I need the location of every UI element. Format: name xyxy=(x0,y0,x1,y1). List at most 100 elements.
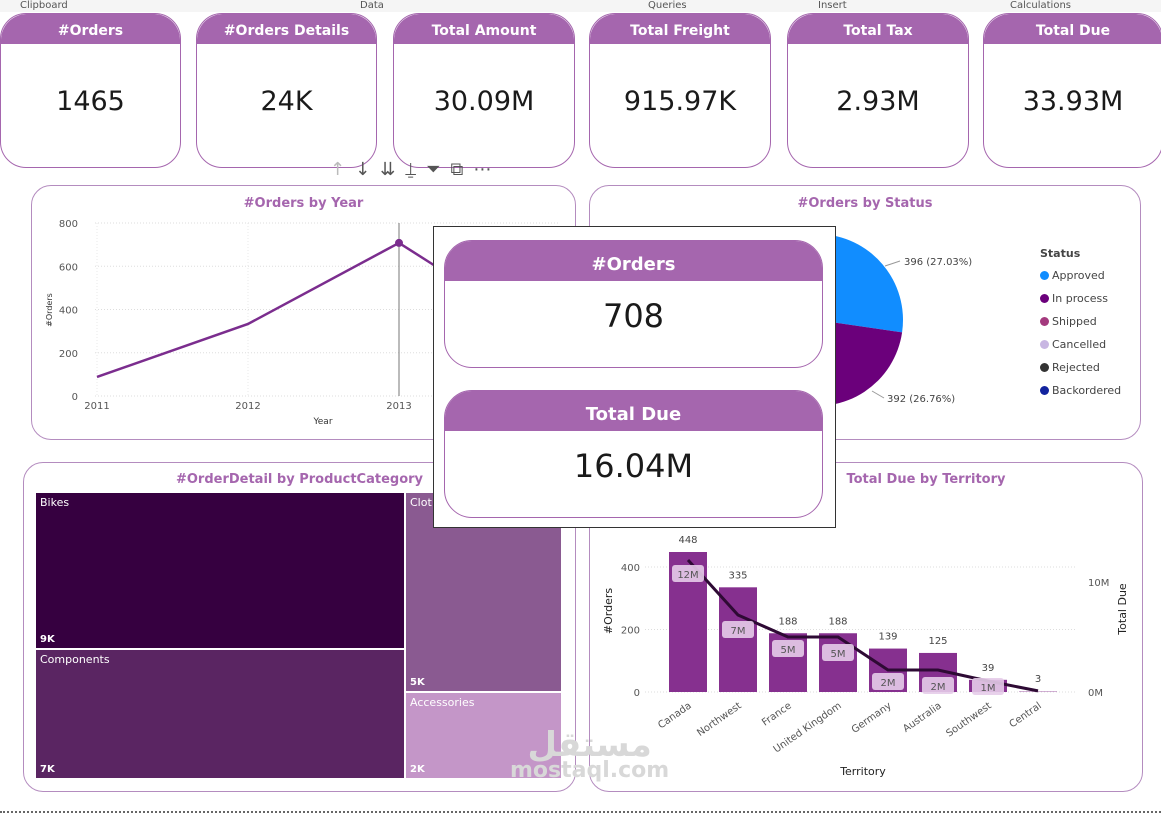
bar xyxy=(1019,691,1057,692)
line-data-label: 7M xyxy=(731,626,746,637)
y-axis-label: #Orders xyxy=(45,293,54,327)
y-tick-label: 400 xyxy=(621,563,640,574)
ribbon-queries: Queries xyxy=(648,0,687,11)
legend-item[interactable]: In process xyxy=(1040,287,1121,310)
expand-hierarchy-icon[interactable]: ⍊ xyxy=(405,159,417,180)
kpi-value: 2.93M xyxy=(836,86,920,117)
focus-mode-icon[interactable]: ⧉ xyxy=(450,159,464,180)
y-tick-label: 600 xyxy=(59,262,78,273)
data-label: 396 (27.03%) xyxy=(904,257,972,268)
legend-title: Status xyxy=(1040,247,1081,260)
kpi-card: Total Amount 30.09M xyxy=(393,13,575,168)
line-data-label: 2M xyxy=(931,682,946,693)
bar-data-label: 139 xyxy=(878,632,897,643)
tile-value: 7K xyxy=(40,764,55,775)
tile-name: Clot xyxy=(410,496,432,509)
chart-title: #Orders by Status xyxy=(797,196,933,211)
more-options-icon[interactable]: ⋯ xyxy=(473,159,492,180)
legend-dot-icon xyxy=(1040,317,1049,326)
bar-data-label: 188 xyxy=(778,616,797,627)
tile-name: Accessories xyxy=(410,696,475,709)
tooltip-orders-card: #Orders 708 xyxy=(444,240,823,368)
y-axis-label: #Orders xyxy=(602,588,615,634)
chart-title: #Orders by Year xyxy=(243,196,364,211)
x-tick-label: Central xyxy=(1008,700,1044,730)
data-label: 392 (26.76%) xyxy=(887,394,955,405)
legend-item[interactable]: Rejected xyxy=(1040,356,1121,379)
legend-dot-icon xyxy=(1040,271,1049,280)
tile-name: Components xyxy=(40,653,110,666)
tile-name: Bikes xyxy=(40,496,70,509)
line-data-label: 12M xyxy=(677,570,698,581)
line-data-label-bg xyxy=(972,678,1004,695)
kpi-card: Total Tax 2.93M xyxy=(787,13,969,168)
ribbon-clipboard: Clipboard xyxy=(20,0,68,11)
x-axis-label: Territory xyxy=(839,765,886,778)
x-tick-label: Southwest xyxy=(944,700,993,739)
treemap-tile[interactable]: Bikes 9K xyxy=(35,492,405,649)
ribbon-data: Data xyxy=(360,0,384,11)
line-data-label: 2M xyxy=(881,678,896,689)
treemap-tile[interactable]: Components 7K xyxy=(35,649,405,779)
kpi-label: Total Freight xyxy=(590,14,770,44)
x-tick-label: Northwest xyxy=(695,700,744,739)
kpi-label: Total Due xyxy=(984,14,1161,44)
legend-item[interactable]: Shipped xyxy=(1040,310,1121,333)
leader-line xyxy=(871,390,885,399)
tooltip-orders-label: #Orders xyxy=(445,241,822,281)
line-data-label-bg xyxy=(822,644,854,661)
series-line xyxy=(96,241,441,379)
chart-title: #OrderDetail by ProductCategory xyxy=(175,472,424,487)
x-tick-label: Canada xyxy=(656,700,693,731)
bar-data-label: 39 xyxy=(982,663,995,674)
line-data-label-bg xyxy=(672,565,704,582)
legend-label: Cancelled xyxy=(1052,338,1107,351)
tooltip-orders-value: 708 xyxy=(602,297,665,335)
legend-label: In process xyxy=(1052,292,1108,305)
chart-title: Total Due by Territory xyxy=(846,472,1006,487)
ribbon-group-labels: Clipboard Data Queries Insert Calculatio… xyxy=(0,0,1161,12)
y-tick-label: 200 xyxy=(621,626,640,637)
legend-item[interactable]: Backordered xyxy=(1040,379,1121,402)
tooltip-due-value: 16.04M xyxy=(573,447,694,485)
y2-tick-label: 10M xyxy=(1088,578,1109,589)
bar-data-label: 3 xyxy=(1035,674,1041,685)
x-axis-label: Year xyxy=(312,417,332,427)
bar xyxy=(719,587,757,692)
total-due-by-territory-chart: 0 200 400 0M 10M 448 Canada 335 Northwest 188 Fran… xyxy=(602,535,1129,778)
legend-label: Shipped xyxy=(1052,315,1097,328)
line-data-label: 5M xyxy=(781,645,796,656)
bar xyxy=(819,633,857,692)
treemap-tile[interactable]: Accessories 2K xyxy=(405,692,562,779)
tooltip-due-card: Total Due 16.04M xyxy=(444,390,823,518)
ribbon-calculations: Calculations xyxy=(1010,0,1071,11)
tooltip: #Orders 708 Total Due 16.04M xyxy=(433,226,836,528)
arrow-up-icon[interactable]: ↑ xyxy=(330,159,346,180)
x-tick-label: 2011 xyxy=(84,401,109,412)
y2-tick-label: 0M xyxy=(1088,688,1103,699)
filter-icon[interactable]: ⏷ xyxy=(426,159,441,180)
line-data-label-bg xyxy=(922,677,954,694)
y-tick-label: 800 xyxy=(59,219,78,230)
double-arrow-down-icon[interactable]: ⇊ xyxy=(380,159,396,180)
kpi-value: 30.09M xyxy=(433,86,535,117)
kpi-value: 24K xyxy=(260,86,313,117)
arrow-down-icon[interactable]: ↓ xyxy=(355,159,371,180)
legend-item[interactable]: Approved xyxy=(1040,264,1121,287)
kpi-value: 1465 xyxy=(56,86,125,117)
y2-axis-label: Total Due xyxy=(1116,583,1129,636)
kpi-label: Total Tax xyxy=(788,14,968,44)
legend-dot-icon xyxy=(1040,340,1049,349)
kpi-label: #Orders Details xyxy=(197,14,376,44)
report-canvas: #Orders 1465 #Orders Details 24K Total Amoun… xyxy=(0,7,1161,815)
legend-item[interactable]: Cancelled xyxy=(1040,333,1121,356)
line-data-label-bg xyxy=(872,673,904,690)
bar-data-label: 188 xyxy=(828,616,847,627)
x-tick-label: 2013 xyxy=(386,401,411,412)
kpi-label: Total Amount xyxy=(394,14,574,44)
x-tick-label: Australia xyxy=(901,700,944,734)
kpi-value: 33.93M xyxy=(1022,86,1124,117)
kpi-value: 915.97K xyxy=(623,86,737,117)
bar-data-label: 448 xyxy=(678,535,697,546)
y-tick-label: 400 xyxy=(59,306,78,317)
